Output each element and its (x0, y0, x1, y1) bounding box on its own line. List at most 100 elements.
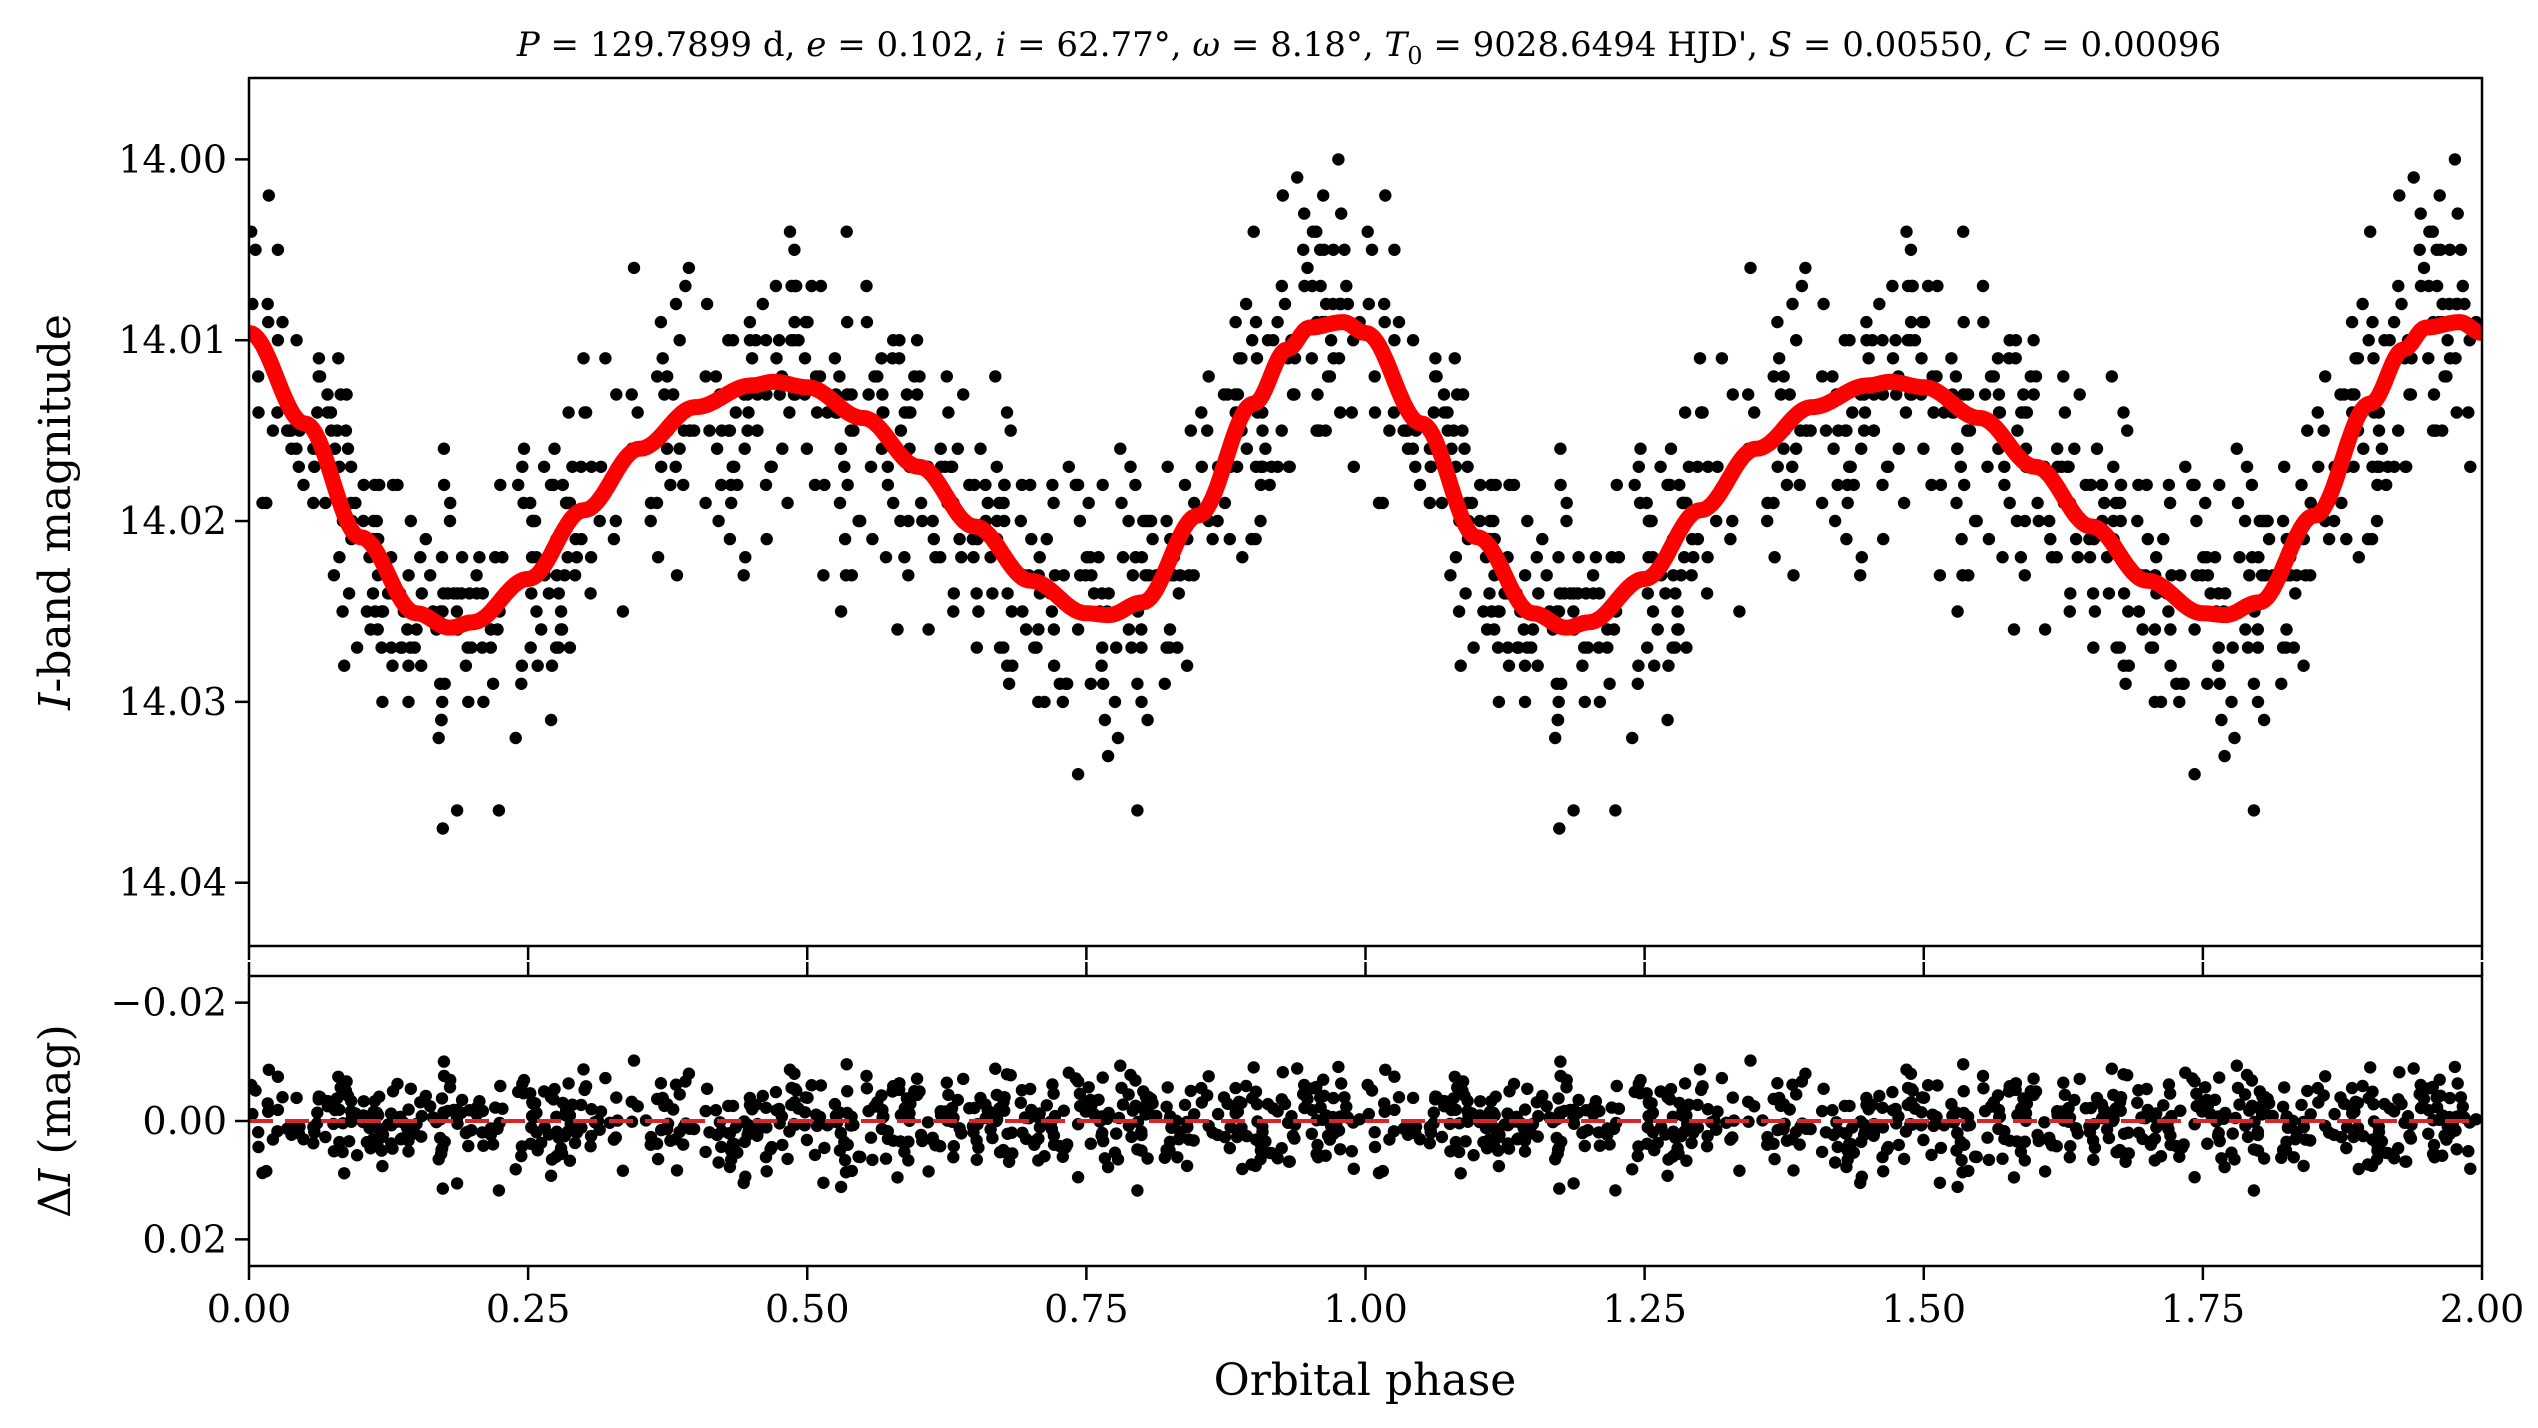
residual-point (670, 1164, 684, 1177)
residual-point (2002, 1085, 2016, 1098)
data-point (1873, 297, 1886, 311)
residual-point (944, 1103, 957, 1117)
data-point (1518, 659, 1532, 672)
residual-point (1019, 1132, 1033, 1146)
residual-point (307, 1137, 320, 1150)
residual-point (979, 1098, 992, 1111)
data-point (1261, 334, 1275, 347)
residual-point (376, 1159, 389, 1173)
data-point (1726, 388, 1740, 401)
residual-point (2327, 1128, 2341, 1142)
residual-point (1319, 1113, 1332, 1126)
residual-point (415, 1109, 428, 1123)
residual-point (1860, 1091, 1873, 1105)
residual-point (841, 1085, 854, 1098)
residual-point (530, 1126, 543, 1139)
residual-point (2456, 1100, 2469, 1114)
residual-point (2414, 1078, 2427, 1092)
data-point (838, 532, 852, 546)
residual-point (860, 1069, 873, 1083)
data-point (2464, 460, 2477, 473)
residual-point (1733, 1164, 1746, 1177)
data-point (1793, 478, 1806, 492)
data-point (993, 641, 1007, 654)
data-point (1996, 551, 2009, 564)
data-point (311, 406, 324, 419)
data-point (790, 279, 803, 293)
data-point (700, 297, 714, 311)
data-point (722, 424, 735, 437)
residual-point (1553, 1106, 1567, 1119)
residual-point (1945, 1097, 1958, 1111)
data-point (2071, 551, 2084, 564)
residual-point (327, 1145, 341, 1158)
data-point (2061, 460, 2074, 473)
residual-point (1981, 1131, 1994, 1144)
data-point (2357, 442, 2370, 455)
residual-point (1441, 1095, 1454, 1108)
data-point (1724, 532, 1737, 546)
residual-point (1250, 1098, 1264, 1111)
residual-point (2007, 1171, 2021, 1184)
residual-point (1340, 1100, 1353, 1114)
data-point (669, 460, 682, 473)
residual-point (1184, 1084, 1198, 1098)
data-point (2162, 478, 2176, 492)
data-point (549, 641, 563, 654)
residual-point (2050, 1140, 2063, 1153)
data-point (2063, 605, 2076, 618)
residual-point (1578, 1125, 1591, 1139)
residual-point (2417, 1092, 2431, 1106)
data-point (1071, 768, 1085, 781)
data-point (986, 587, 999, 600)
residual-point (1224, 1121, 1237, 1134)
data-point (262, 315, 275, 329)
residual-point (2448, 1060, 2462, 1074)
residual-point (669, 1078, 683, 1091)
data-point (563, 641, 577, 654)
residual-point (2372, 1120, 2385, 1133)
data-point (2319, 370, 2332, 383)
x-tick-label: 2.00 (2440, 1287, 2525, 1331)
data-point (616, 605, 630, 618)
residual-point (450, 1112, 464, 1125)
residual-point (1876, 1101, 1889, 1115)
residual-point (1046, 1078, 1059, 1091)
data-point (2212, 641, 2225, 654)
data-point (1828, 514, 1842, 528)
residual-point (651, 1092, 664, 1106)
data-point (1578, 641, 1591, 654)
residual-point (1124, 1068, 1137, 1082)
residual-point (1256, 1120, 1269, 1133)
residual-point (1062, 1066, 1076, 1079)
data-point (1669, 587, 1682, 600)
data-point (1839, 424, 1852, 437)
data-point (1567, 605, 1580, 618)
data-point (1218, 496, 1232, 510)
residual-point (1030, 1134, 1043, 1147)
data-point (838, 460, 851, 473)
residual-point (1110, 1127, 1123, 1140)
data-point (1392, 315, 1406, 329)
residual-point (1135, 1125, 1148, 1138)
data-point (1518, 569, 1532, 582)
residual-point (776, 1138, 789, 1152)
data-point (1857, 424, 1871, 437)
residual-point (1715, 1071, 1729, 1085)
data-point (261, 297, 274, 311)
data-point (1927, 406, 1940, 419)
data-point (1877, 532, 1890, 546)
data-point (981, 496, 994, 510)
residual-point (1032, 1154, 1045, 1167)
residual-point (1249, 1133, 1263, 1146)
data-point (292, 460, 305, 473)
data-point (552, 587, 565, 600)
data-point (1246, 334, 1259, 347)
data-point (1084, 677, 1098, 690)
data-point (438, 677, 451, 690)
residual-point (2240, 1068, 2254, 1082)
residual-point (1817, 1082, 1830, 1096)
y-tick-label: 14.04 (118, 861, 227, 905)
residual-point (1114, 1059, 1127, 1072)
